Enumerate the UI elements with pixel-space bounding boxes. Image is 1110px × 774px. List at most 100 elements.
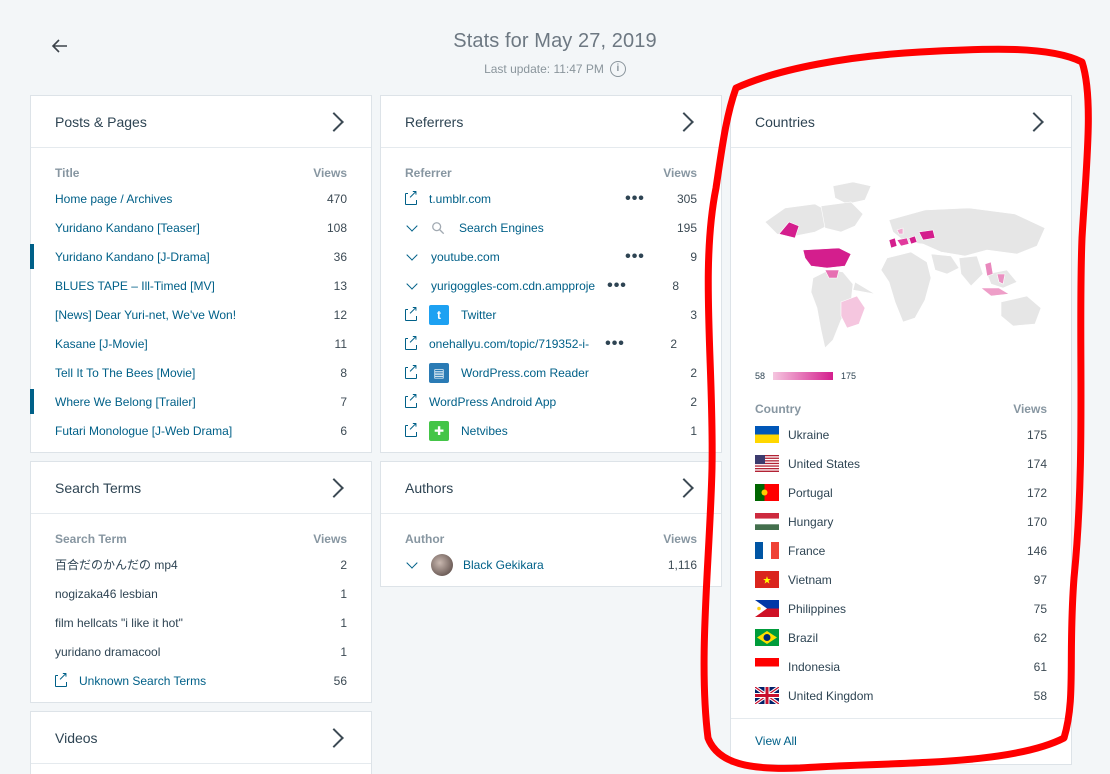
chevron-down-icon[interactable] bbox=[406, 248, 418, 261]
table-row[interactable]: WordPress Android App 2 bbox=[381, 387, 721, 416]
country-name: Vietnam bbox=[788, 572, 832, 587]
view-all-link[interactable]: View All bbox=[731, 718, 1071, 762]
more-icon[interactable]: ••• bbox=[605, 334, 625, 352]
table-row[interactable]: t Twitter 3 bbox=[381, 300, 721, 329]
search-terms-title: Search Terms bbox=[55, 479, 142, 496]
external-link-icon[interactable] bbox=[405, 390, 419, 408]
more-icon[interactable]: ••• bbox=[625, 247, 645, 265]
views-count: 75 bbox=[1033, 601, 1047, 616]
referrer-link[interactable]: WordPress.com Reader bbox=[461, 365, 589, 380]
table-row[interactable]: youtube.com ••• 9 bbox=[381, 242, 721, 271]
table-row[interactable]: Home page / Archives 470 bbox=[31, 184, 371, 213]
referrer-link[interactable]: WordPress Android App bbox=[429, 394, 557, 409]
chevron-right-icon[interactable] bbox=[674, 111, 694, 132]
countries-title: Countries bbox=[755, 113, 815, 130]
views-count: 12 bbox=[333, 307, 347, 322]
author-link[interactable]: Black Gekikara bbox=[463, 557, 544, 572]
posts-pages-header[interactable]: Posts & Pages bbox=[31, 96, 371, 148]
table-row[interactable]: onehallyu.com/topic/719352-i- ••• 2 bbox=[381, 329, 721, 358]
table-row[interactable]: Kasane [J-Movie] 11 bbox=[31, 329, 371, 358]
back-arrow-icon[interactable] bbox=[48, 34, 72, 58]
referrer-link[interactable]: t.umblr.com bbox=[429, 191, 492, 206]
table-row[interactable]: Yuridano Kandano [Teaser] 108 bbox=[31, 213, 371, 242]
chevron-right-icon[interactable] bbox=[674, 477, 694, 498]
country-name: Hungary bbox=[788, 514, 834, 529]
info-icon[interactable]: i bbox=[609, 61, 626, 77]
referrer-link[interactable]: Twitter bbox=[461, 307, 497, 322]
views-count: 97 bbox=[1033, 572, 1047, 587]
column-views: Views bbox=[313, 166, 347, 180]
referrers-header[interactable]: Referrers bbox=[381, 96, 721, 148]
post-link[interactable]: Futari Monologue [J-Web Drama] bbox=[55, 423, 233, 438]
post-link[interactable]: [News] Dear Yuri-net, We've Won! bbox=[55, 307, 237, 322]
more-icon[interactable]: ••• bbox=[607, 276, 627, 294]
column-title: Author bbox=[405, 532, 445, 546]
country-name: Brazil bbox=[788, 630, 819, 645]
chevron-right-icon[interactable] bbox=[1024, 111, 1044, 132]
views-count: 1,116 bbox=[667, 557, 697, 572]
views-count: 3 bbox=[690, 307, 697, 322]
views-count: 172 bbox=[1026, 485, 1047, 500]
search-term: yuridano dramacool bbox=[55, 644, 161, 659]
post-link[interactable]: Kasane [J-Movie] bbox=[55, 336, 148, 351]
videos-title: Videos bbox=[55, 729, 98, 746]
chevron-down-icon[interactable] bbox=[406, 219, 418, 232]
external-link-icon[interactable] bbox=[405, 361, 419, 379]
chevron-right-icon[interactable] bbox=[324, 111, 344, 132]
table-row[interactable]: Unknown Search Terms 56 bbox=[31, 666, 371, 695]
country-name: Indonesia bbox=[788, 659, 841, 674]
table-row[interactable]: ▤ WordPress.com Reader 2 bbox=[381, 358, 721, 387]
search-terms-header[interactable]: Search Terms bbox=[31, 462, 371, 514]
views-count: 2 bbox=[690, 365, 697, 380]
referrer-link[interactable]: onehallyu.com/topic/719352-i- bbox=[429, 336, 590, 351]
table-row[interactable]: Search Engines 195 bbox=[381, 213, 721, 242]
post-link[interactable]: Yuridano Kandano [J-Drama] bbox=[55, 249, 210, 264]
country-name: United Kingdom bbox=[788, 688, 874, 703]
chevron-down-icon[interactable] bbox=[406, 556, 418, 569]
search-term-link[interactable]: Unknown Search Terms bbox=[79, 673, 207, 688]
table-row[interactable]: Where We Belong [Trailer] 7 bbox=[30, 387, 371, 416]
referrers-card: Referrers Referrer Views t.umblr.com ••• 3… bbox=[380, 95, 722, 453]
external-link-icon[interactable] bbox=[405, 332, 419, 350]
table-row[interactable]: t.umblr.com ••• 305 bbox=[381, 184, 721, 213]
external-link-icon[interactable] bbox=[405, 187, 419, 205]
table-row[interactable]: BLUES TAPE – Ill-Timed [MV] 13 bbox=[31, 271, 371, 300]
country-name: United States bbox=[788, 456, 861, 471]
post-link[interactable]: Yuridano Kandano [Teaser] bbox=[55, 220, 200, 235]
views-count: 6 bbox=[340, 423, 347, 438]
referrer-link[interactable]: youtube.com bbox=[431, 249, 500, 264]
post-link[interactable]: Where We Belong [Trailer] bbox=[55, 394, 196, 409]
referrer-link[interactable]: yurigoggles-com.cdn.ampproje bbox=[431, 278, 596, 293]
table-row[interactable]: ✚ Netvibes 1 bbox=[381, 416, 721, 445]
chevron-right-icon[interactable] bbox=[324, 727, 344, 748]
column-views: Views bbox=[663, 166, 697, 180]
table-row[interactable]: Black Gekikara 1,116 bbox=[381, 550, 721, 579]
table-row[interactable]: yurigoggles-com.cdn.ampproje ••• 8 bbox=[381, 271, 721, 300]
views-count: 1 bbox=[340, 644, 347, 659]
external-link-icon[interactable] bbox=[405, 303, 419, 321]
referrer-link[interactable]: Search Engines bbox=[459, 220, 544, 235]
views-count: 2 bbox=[670, 336, 677, 351]
table-row[interactable]: Tell It To The Bees [Movie] 8 bbox=[31, 358, 371, 387]
table-row[interactable]: [News] Dear Yuri-net, We've Won! 12 bbox=[31, 300, 371, 329]
table-row[interactable]: Yuridano Kandano [J-Drama] 36 bbox=[30, 242, 371, 271]
column-title: Referrer bbox=[405, 166, 452, 180]
views-count: 1 bbox=[340, 615, 347, 630]
referrer-link[interactable]: Netvibes bbox=[461, 423, 508, 438]
videos-header[interactable]: Videos bbox=[31, 712, 371, 764]
post-link[interactable]: Home page / Archives bbox=[55, 191, 173, 206]
table-row[interactable]: Futari Monologue [J-Web Drama] 6 bbox=[31, 416, 371, 445]
page-title: Stats for May 27, 2019 bbox=[453, 30, 657, 52]
more-icon[interactable]: ••• bbox=[625, 189, 645, 207]
post-link[interactable]: Tell It To The Bees [Movie] bbox=[55, 365, 196, 380]
external-link-icon[interactable] bbox=[405, 419, 419, 437]
authors-header[interactable]: Authors bbox=[381, 462, 721, 514]
chevron-down-icon[interactable] bbox=[406, 277, 418, 290]
post-link[interactable]: BLUES TAPE – Ill-Timed [MV] bbox=[55, 278, 215, 293]
countries-header[interactable]: Countries bbox=[731, 96, 1071, 148]
external-link-icon[interactable] bbox=[55, 669, 69, 687]
last-update-text: Last update: 11:47 PM bbox=[484, 62, 604, 76]
countries-column-header: Country Views bbox=[731, 396, 1071, 420]
views-count: 2 bbox=[690, 394, 697, 409]
chevron-right-icon[interactable] bbox=[324, 477, 344, 498]
